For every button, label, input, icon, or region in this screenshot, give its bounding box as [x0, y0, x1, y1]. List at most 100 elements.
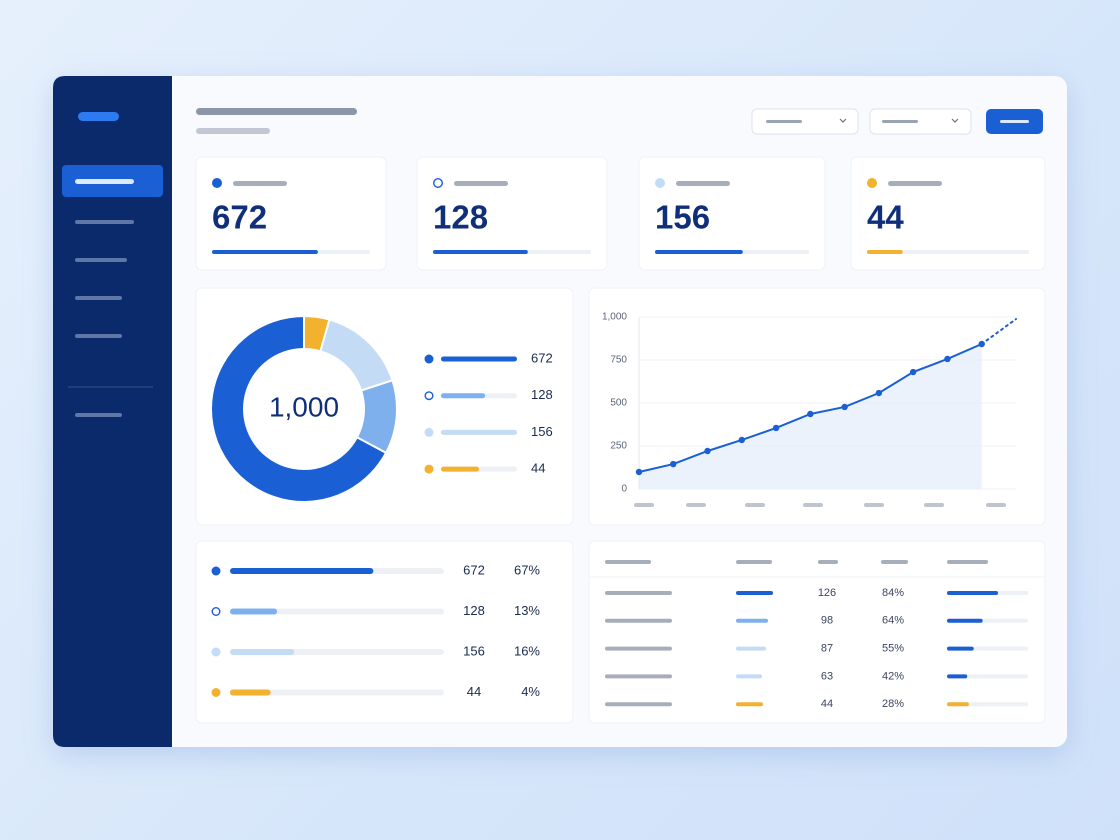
- subtitle-placeholder: [196, 128, 270, 134]
- row-swatch: [736, 702, 763, 707]
- progress-fill: [947, 646, 974, 651]
- legend-dot: [424, 354, 434, 364]
- legend-dot: [655, 178, 665, 188]
- nav-item[interactable]: [75, 296, 122, 300]
- y-tick-label: 0: [621, 484, 627, 495]
- legend-dot: [433, 177, 444, 188]
- breakdown-value: 156: [463, 643, 485, 658]
- breakdown-share: 16%: [514, 643, 540, 658]
- nav-item[interactable]: [75, 258, 127, 262]
- point: [772, 424, 780, 432]
- breakdown-share: 4%: [521, 684, 540, 699]
- forecast-line: [980, 318, 1017, 346]
- x-label-placeholder: [686, 503, 706, 507]
- sidebar: [53, 76, 172, 747]
- progress-fill: [230, 649, 295, 655]
- breakdown-value: 44: [467, 684, 481, 699]
- legend-dot: [211, 607, 221, 617]
- table-value: 98: [821, 615, 833, 627]
- point: [909, 368, 917, 376]
- point: [807, 410, 814, 418]
- kpi-label-placeholder: [454, 181, 508, 186]
- x-label-placeholder: [803, 503, 823, 507]
- donut-slice: [303, 314, 331, 353]
- card: [195, 540, 574, 724]
- chevron: [839, 118, 847, 123]
- row-swatch: [736, 646, 766, 651]
- progress-track: [230, 689, 444, 696]
- table-value: 126: [818, 587, 836, 599]
- progress-fill: [947, 702, 969, 707]
- legend-value: 44: [531, 461, 545, 476]
- legend-value: 672: [531, 350, 553, 365]
- progress-fill: [655, 250, 743, 254]
- kpi-label-placeholder: [676, 181, 730, 186]
- progress-fill: [230, 608, 278, 615]
- kpi-label-placeholder: [888, 181, 942, 186]
- point: [635, 468, 643, 476]
- progress-track: [230, 608, 444, 615]
- progress-fill: [947, 591, 999, 595]
- kpi-value: 44: [867, 199, 904, 236]
- x-label-placeholder: [986, 503, 1006, 507]
- progress-fill: [230, 689, 271, 696]
- progress-track: [867, 250, 1029, 254]
- logo: [78, 112, 119, 121]
- kpi-label-placeholder: [233, 181, 287, 186]
- nav-item[interactable]: [75, 334, 122, 338]
- y-tick-label: 250: [610, 441, 627, 452]
- chevron: [951, 118, 959, 123]
- table-share: 55%: [882, 643, 904, 655]
- progress-track: [947, 674, 1028, 679]
- table-share: 42%: [882, 670, 904, 682]
- progress-fill: [441, 466, 479, 472]
- table-share: 28%: [882, 698, 904, 710]
- row-label-placeholder: [605, 618, 672, 623]
- table-share: 84%: [882, 587, 904, 599]
- progress-fill: [947, 674, 968, 679]
- point: [944, 355, 951, 363]
- table-value: 87: [821, 643, 833, 655]
- row-label-placeholder: [605, 702, 672, 707]
- y-tick-label: 500: [610, 398, 627, 409]
- point: [738, 436, 746, 444]
- dropdown-label: [766, 120, 802, 123]
- table-value: 63: [821, 670, 833, 682]
- legend-dot: [867, 178, 877, 188]
- header-placeholder: [881, 560, 908, 564]
- legend-value: 156: [531, 424, 553, 439]
- nav-item[interactable]: [75, 220, 134, 224]
- header-placeholder: [605, 560, 651, 564]
- nav-item[interactable]: [75, 413, 122, 417]
- header-placeholder: [818, 560, 838, 564]
- breakdown-value: 128: [463, 603, 485, 618]
- x-label-placeholder: [924, 503, 944, 507]
- legend-dot: [212, 178, 222, 188]
- progress-fill: [212, 250, 318, 254]
- legend-dot: [211, 647, 221, 657]
- card: [588, 540, 1046, 724]
- button-label: [1000, 120, 1029, 123]
- breakdown-share: 67%: [514, 562, 540, 577]
- x-label-placeholder: [634, 503, 654, 507]
- row-label-placeholder: [605, 591, 672, 595]
- progress-fill: [441, 429, 517, 435]
- kpi-value: 672: [212, 199, 267, 236]
- dropdown[interactable]: [751, 108, 859, 135]
- legend-value: 128: [531, 387, 553, 402]
- progress-fill: [867, 250, 903, 254]
- row-swatch: [736, 674, 762, 679]
- dropdown[interactable]: [869, 108, 972, 135]
- breakdown-value: 672: [463, 562, 485, 577]
- legend-dot: [424, 464, 434, 474]
- point: [704, 447, 711, 455]
- point: [670, 460, 677, 468]
- kpi-value: 156: [655, 199, 710, 236]
- x-label-placeholder: [864, 503, 884, 507]
- breakdown-share: 13%: [514, 603, 540, 618]
- nav-label: [75, 179, 134, 184]
- y-tick-label: 750: [610, 355, 627, 366]
- point: [875, 389, 883, 397]
- point: [841, 403, 848, 411]
